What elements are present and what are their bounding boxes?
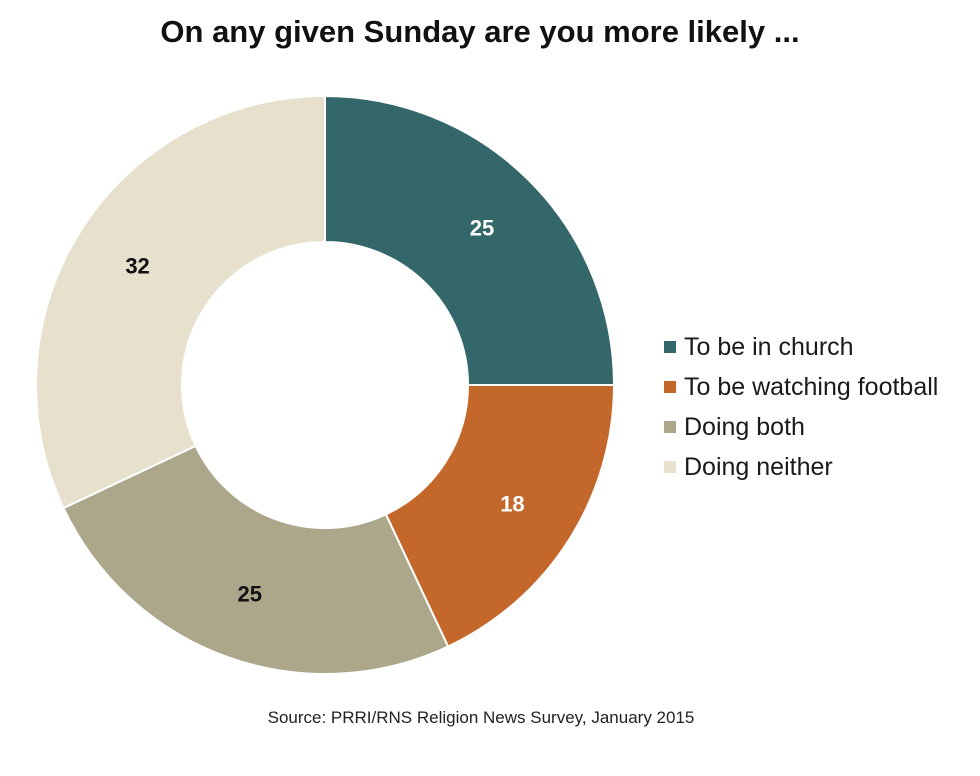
legend-swatch [664, 381, 676, 393]
slice-doing-both [62, 444, 450, 675]
legend-label: To be in church [684, 332, 854, 361]
legend-swatch [664, 341, 676, 353]
legend-item-to-be-in-church: To be in church [664, 327, 938, 367]
source-note: Source: PRRI/RNS Religion News Survey, J… [267, 708, 695, 727]
legend-item-doing-neither: Doing neither [664, 447, 938, 487]
slice-labels: 25 18 25 32 [125, 216, 524, 607]
data-label-to-be-in-church: 25 [470, 216, 494, 241]
legend-label: To be watching football [684, 372, 939, 401]
legend-label: Doing both [684, 412, 805, 441]
chart-legend: To be in church To be watching football Do… [664, 327, 938, 487]
data-label-doing-both: 25 [238, 581, 262, 606]
slice-to-be-in-church [324, 94, 616, 386]
donut-slices [35, 94, 616, 675]
chart-title: On any given Sunday are you more likely … [160, 14, 800, 49]
legend-label: Doing neither [684, 452, 833, 481]
data-label-to-be-watching-football: 18 [500, 491, 524, 516]
slice-to-be-watching-football [384, 384, 616, 648]
legend-item-doing-both: Doing both [664, 407, 938, 447]
legend-swatch [664, 421, 676, 433]
data-label-doing-neither: 32 [125, 254, 149, 279]
legend-swatch [664, 461, 676, 473]
legend-item-to-be-watching-football: To be watching football [664, 367, 938, 407]
slice-doing-neither [35, 94, 326, 510]
